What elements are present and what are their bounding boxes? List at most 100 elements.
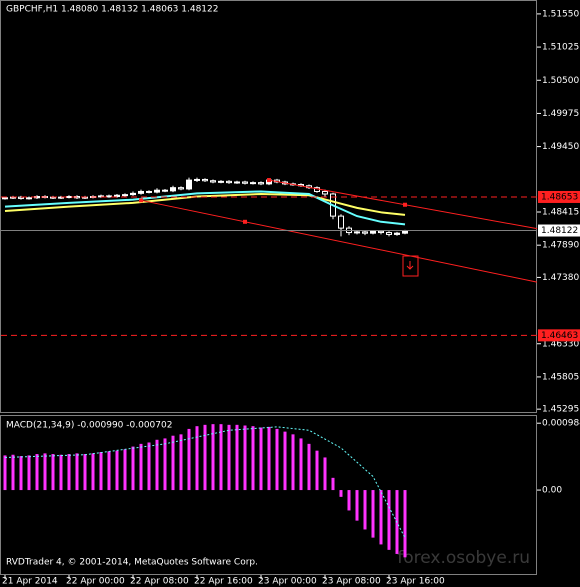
macd-bar [139,443,143,491]
y-tick-label: 1.50500 [542,76,579,86]
candle-body [226,180,232,184]
candle-body [2,197,8,200]
candle-body [394,232,400,235]
macd-bar [347,490,351,511]
candle-body [106,195,112,198]
macd-title: MACD(21,34,9) -0.000990 -0.000702 [6,421,172,431]
macd-bar [203,424,207,491]
macd-bar [211,424,215,491]
macd-bar [107,451,111,491]
candle-body [194,178,200,181]
macd-bar [275,428,279,491]
macd-pane-frame [0,415,537,575]
macd-bar [283,431,287,491]
candle-body [258,182,264,185]
y-tick-label: 1.48415 [542,208,579,218]
candle-body [250,182,256,185]
candle-body [170,187,176,192]
macd-bar [243,425,247,491]
candle-body [354,231,360,234]
macd-bar [35,454,39,491]
macd-bar [163,438,167,491]
candle-body [202,178,208,182]
candle-body [138,190,144,194]
candle-body [130,192,136,196]
price-level-label: 1.46463 [541,331,578,341]
macd-bar [59,454,63,491]
macd-bar [187,428,191,491]
candle-body [66,196,72,199]
macd-bar [387,490,391,550]
candle-body [370,230,376,234]
y-tick-label: 1.45295 [542,405,579,415]
macd-bar [83,454,87,491]
candle-body [26,197,32,200]
macd-bar [75,453,79,491]
y-tick-label: 1.51550 [542,9,579,19]
candle-body [322,190,328,195]
candle-body [338,215,344,229]
macd-bar [115,450,119,491]
y-tick-label: 1.45805 [542,372,579,382]
footer: RVDTrader 4, © 2001-2014, MetaQuotes Sof… [6,558,258,568]
price-level-tag [538,329,580,342]
macd-bar [267,426,271,491]
chart-title: GBPCHF,H1 1.48080 1.48132 1.48063 1.4812… [6,5,218,15]
candle-body [146,190,152,193]
macd-bar [3,455,7,491]
macd-bar [307,443,311,491]
trend-point [139,198,143,203]
y-tick-label: 1.49450 [542,142,579,152]
macd-bar [331,477,335,491]
macd-bar [371,490,375,538]
candle-body [122,194,128,197]
candle-body [186,179,192,190]
price-level-tag [538,224,580,237]
macd-bar [355,490,359,521]
macd-bar [219,424,223,491]
macd-bar [299,438,303,491]
x-tick-label: 23 Apr 08:00 [322,577,381,587]
macd-bar [363,490,367,530]
x-tick-label: 21 Apr 2014 [2,577,58,587]
y-tick-label: 1.46330 [542,339,579,349]
candle-body [154,189,160,193]
trend-point [403,202,407,207]
candle-body [210,180,216,183]
macd-bar [51,454,55,491]
macd-bar [43,453,47,491]
y-tick-label: 0.000984 [542,419,580,429]
x-tick-label: 23 Apr 00:00 [258,577,317,587]
price-level-tag [538,190,580,203]
candle-body [378,230,384,234]
price-level-label: 1.48653 [541,192,578,202]
macd-bar [251,426,255,491]
macd-bar [147,442,151,491]
trend-line [140,199,538,283]
moving-average [4,190,406,226]
trend-point [243,219,247,224]
candle-body [162,189,168,192]
macd-bar [339,490,343,497]
macd-bar [171,435,175,491]
macd-bar [259,427,263,491]
main-pane-frame [0,0,537,413]
price-level-label: 1.48122 [541,226,578,236]
y-tick-label: 1.47890 [542,241,579,251]
y-tick-label: 1.49975 [542,109,579,119]
macd-bar [195,426,199,491]
macd-bar [123,449,127,491]
candle-body [242,181,248,184]
candle-body [178,187,184,190]
macd-bar [27,455,31,491]
macd-bar [91,453,95,491]
macd-bar [11,454,15,491]
signal-arrow [406,261,414,270]
macd-bar [155,439,159,491]
candle-body [362,231,368,234]
x-tick-label: 22 Apr 16:00 [194,577,253,587]
x-tick-label: 22 Apr 08:00 [130,577,189,587]
